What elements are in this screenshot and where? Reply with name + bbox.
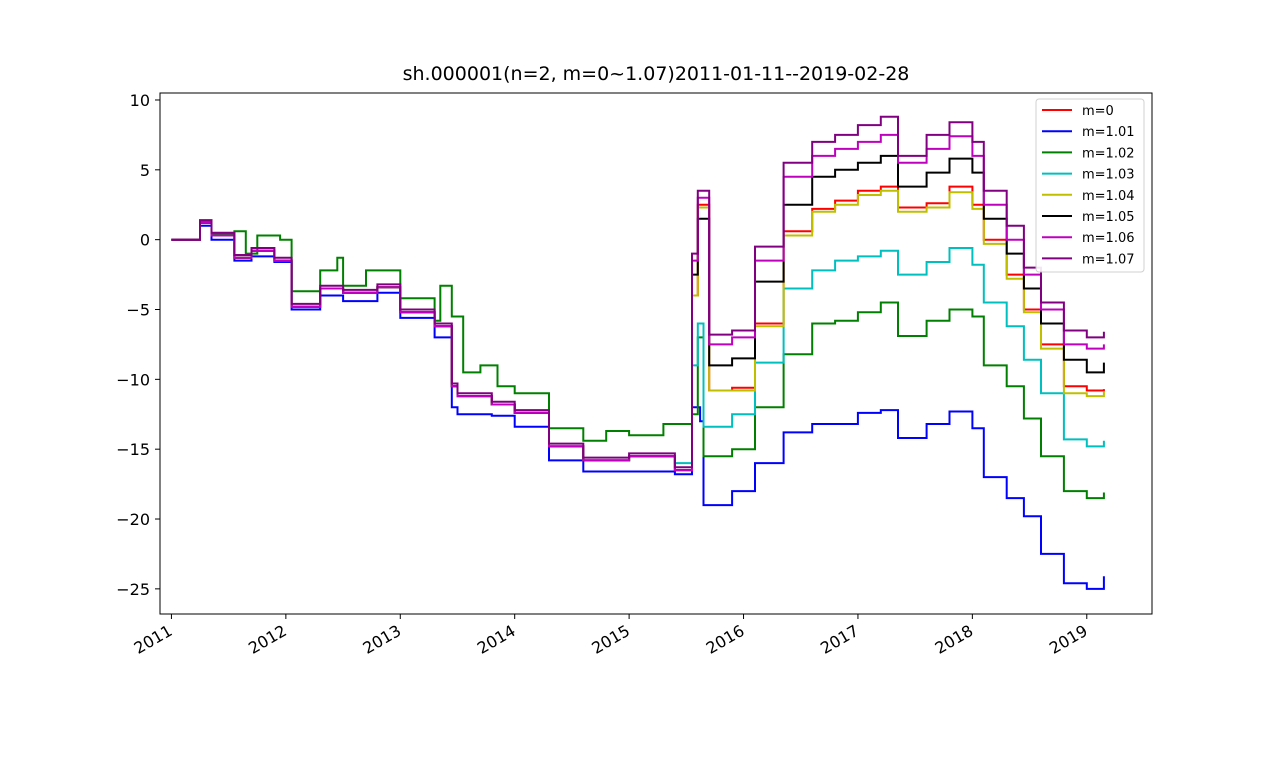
y-tick-label: −5 — [126, 301, 150, 320]
series-layer — [171, 115, 1105, 590]
y-tick-label: 10 — [130, 91, 150, 110]
y-tick-label: −15 — [116, 440, 150, 459]
y-tick-label: 5 — [140, 161, 150, 180]
y-tick-label: 0 — [140, 231, 150, 250]
legend-label: m=1.02 — [1082, 146, 1135, 161]
plot-frame — [159, 92, 1153, 615]
legend-label: m=0 — [1082, 104, 1114, 119]
legend: m=0 m=1.01 m=1.02 m=1.03 m=1.04 m=1.05 m=1.06 m… — [1035, 98, 1145, 273]
y-tick-label: −20 — [116, 510, 150, 529]
chart-title: sh.000001(n=2, m=0~1.07)2011-01-11--2019… — [403, 63, 910, 85]
legend-label: m=1.07 — [1082, 252, 1135, 267]
legend-box — [1035, 98, 1145, 273]
series-line-8 — [171, 115, 1105, 469]
legend-label: m=1.05 — [1082, 210, 1135, 225]
y-axis: 10 5 0 −5 −10 −15 −20 −25 — [116, 91, 160, 599]
y-tick-label: −25 — [116, 580, 150, 599]
y-tick-label: −10 — [116, 370, 150, 389]
legend-label: m=1.01 — [1082, 125, 1135, 140]
legend-label: m=1.06 — [1082, 231, 1135, 246]
legend-label: m=1.04 — [1082, 189, 1135, 204]
legend-label: m=1.03 — [1082, 168, 1135, 183]
